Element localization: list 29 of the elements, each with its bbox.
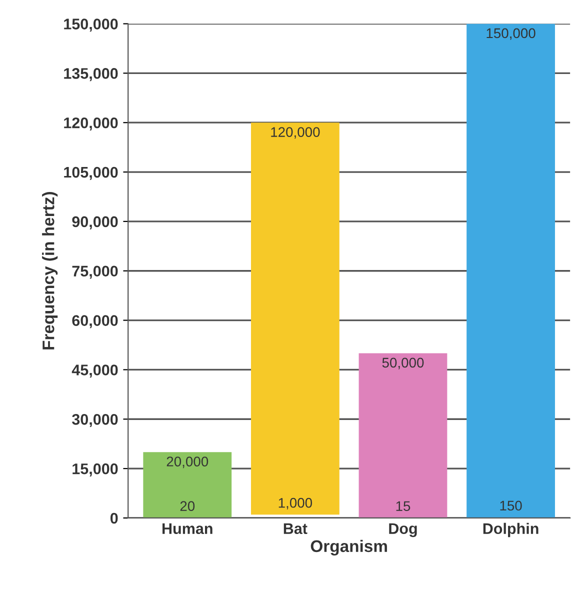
y-tick-label: 0 (110, 512, 118, 524)
annotation: 50,000 (382, 358, 424, 370)
annotation: 20,000 (166, 456, 208, 468)
x-tick-label: Bat (284, 523, 308, 534)
annotation: 20 (180, 501, 195, 511)
bar (250, 122, 340, 515)
bar (143, 452, 232, 518)
x-axis-title: Organism (310, 540, 387, 556)
y-tick-label: 135,000 (64, 68, 118, 82)
y-tick-label: 150,000 (64, 18, 118, 32)
y-tick-label: 75,000 (72, 266, 118, 279)
annotation: 15 (396, 501, 410, 512)
y-tick-label: 90,000 (72, 216, 118, 230)
y-tick-label: 30,000 (72, 414, 118, 428)
annotation: 120,000 (271, 127, 320, 139)
y-tick-label: 105,000 (64, 166, 118, 180)
y-tick-label: 60,000 (72, 315, 118, 328)
annotation: 1,000 (278, 498, 312, 510)
annotation: 150,000 (486, 28, 536, 40)
x-tick-label: Dog (389, 523, 417, 538)
y-tick-label: 45,000 (72, 364, 118, 378)
y-tick-label: 15,000 (72, 463, 118, 476)
x-tick-label: Human (162, 523, 212, 534)
bar (466, 24, 555, 518)
y-tick-label: 120,000 (64, 117, 118, 131)
x-tick-label: Dolphin (483, 522, 538, 538)
y-axis-title: Frequency (in hertz) (42, 192, 58, 350)
annotation: 150 (500, 500, 522, 511)
bar (358, 353, 448, 518)
